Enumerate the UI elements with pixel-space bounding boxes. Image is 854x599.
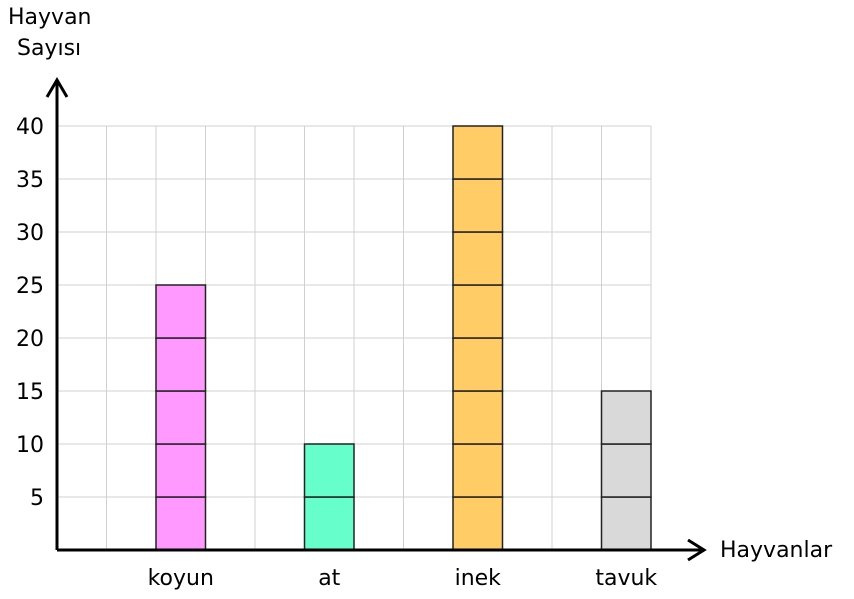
bar-tavuk: [600, 390, 652, 551]
x-tick-label: koyun: [148, 566, 214, 591]
bar-segment: [155, 284, 207, 339]
bar-segment: [452, 284, 504, 339]
y-axis-label-line2: Sayısı: [17, 36, 81, 61]
bar-segment: [452, 496, 504, 551]
bars: [155, 125, 652, 551]
x-ticks: koyun at inek tavuk: [148, 566, 658, 591]
y-tick-label: 10: [16, 433, 44, 458]
bar-segment: [303, 496, 355, 551]
bar-segment: [452, 337, 504, 392]
bar-segment: [452, 125, 504, 180]
bar-segment: [452, 231, 504, 286]
y-tick-label: 30: [16, 221, 44, 246]
y-tick-label: 25: [16, 274, 44, 299]
bar-segment: [452, 178, 504, 233]
bar-segment: [452, 443, 504, 498]
x-axis-label: Hayvanlar: [720, 538, 833, 563]
y-ticks: 5 10 15 20 25 30 35 40: [16, 115, 44, 511]
x-tick-label: at: [318, 566, 340, 591]
axes: [45, 77, 707, 562]
bar-segment: [155, 443, 207, 498]
bar-koyun: [155, 284, 207, 551]
y-tick-label: 35: [16, 168, 44, 193]
bar-segment: [452, 390, 504, 445]
x-tick-label: tavuk: [595, 566, 657, 591]
x-tick-label: inek: [455, 566, 502, 591]
y-tick-label: 20: [16, 327, 44, 352]
bar-segment: [155, 496, 207, 551]
y-axis-label-line1: Hayvan: [8, 5, 92, 30]
bar-at: [303, 443, 355, 551]
y-axis-arrow-icon: [45, 77, 69, 98]
bar-segment: [155, 390, 207, 445]
bar-segment: [600, 496, 652, 551]
y-tick-label: 5: [30, 486, 44, 511]
y-tick-label: 40: [16, 115, 44, 140]
bar-inek: [452, 125, 504, 551]
bar-segment: [600, 443, 652, 498]
bar-segment: [155, 337, 207, 392]
bar-segment: [600, 390, 652, 445]
y-tick-label: 15: [16, 380, 44, 405]
bar-segment: [303, 443, 355, 498]
x-axis-arrow-icon: [687, 538, 707, 562]
